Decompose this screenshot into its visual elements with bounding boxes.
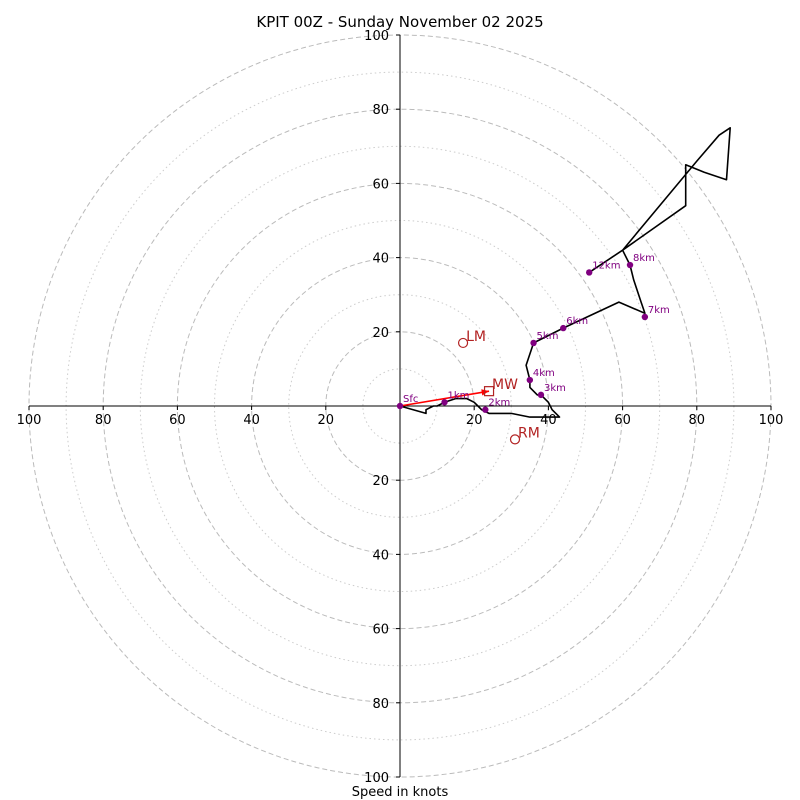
x-tick-label: 100	[17, 413, 42, 428]
height-marker-point	[641, 313, 649, 321]
shear-vector-arrowhead	[481, 389, 490, 396]
x-tick-label: 100	[759, 413, 784, 428]
y-tick-label: 80	[372, 103, 389, 118]
height-marker-label: 4km	[533, 368, 555, 379]
height-marker-label: 12km	[592, 260, 620, 271]
height-marker-point	[526, 376, 534, 384]
height-marker-point	[626, 261, 634, 269]
hodograph-trace	[399, 127, 732, 418]
y-tick-label: 40	[372, 252, 389, 267]
height-marker-point	[396, 402, 404, 410]
storm-motion-label: RM	[518, 425, 540, 441]
x-tick-label: 60	[614, 413, 631, 428]
x-tick-label: 20	[466, 413, 483, 428]
y-tick-label: 80	[372, 697, 389, 712]
height-marker-label: 3km	[544, 383, 566, 394]
height-marker-point	[482, 406, 489, 413]
x-tick-label: 40	[540, 413, 557, 428]
x-tick-label: 80	[689, 413, 706, 428]
y-tick-label: 20	[372, 326, 389, 341]
y-tick-label: 100	[364, 771, 389, 786]
height-markers: Sfc 1km 2km 3km 4km 5km 6km 7km 8km 12km	[396, 253, 670, 413]
height-marker-label: 8km	[633, 253, 655, 264]
x-axis-label: Speed in knots	[352, 785, 449, 800]
height-marker-point	[441, 399, 448, 406]
x-tick-label: 40	[243, 413, 260, 428]
axis-ticks: 100 80 60 40 20 20 40 60 80 100 100 80 60 40 20 20 40 60 8…	[17, 29, 784, 786]
shear-vector-line	[399, 390, 490, 407]
height-marker-point	[560, 324, 567, 332]
height-marker-point	[586, 269, 593, 276]
x-tick-label: 60	[169, 413, 186, 428]
shear-vector	[399, 389, 490, 407]
y-tick-label: 100	[364, 29, 389, 44]
storm-motion-markers: LM MW RM	[457, 329, 540, 445]
y-tick-label: 40	[372, 548, 389, 563]
height-marker-point	[537, 391, 545, 399]
storm-motion-marker	[457, 337, 469, 349]
y-tick-label: 60	[372, 177, 389, 192]
height-marker-label: 6km	[566, 316, 588, 327]
height-marker-label: 2km	[488, 398, 510, 409]
storm-motion-label: MW	[492, 377, 518, 393]
y-tick-label: 20	[372, 474, 389, 489]
storm-motion-label: LM	[466, 329, 486, 345]
x-tick-label: 80	[95, 413, 112, 428]
x-tick-label: 20	[318, 413, 335, 428]
height-marker-label: 7km	[648, 305, 670, 316]
hodograph-line	[399, 127, 732, 418]
height-marker-label: 1km	[448, 390, 470, 401]
height-marker-label: 5km	[537, 331, 559, 342]
chart-title: KPIT 00Z - Sunday November 02 2025	[256, 13, 543, 31]
storm-motion-marker	[483, 386, 495, 397]
y-tick-label: 60	[372, 623, 389, 638]
storm-motion-marker	[509, 434, 521, 445]
height-marker-point	[530, 339, 537, 347]
height-marker-label: Sfc	[403, 394, 418, 405]
